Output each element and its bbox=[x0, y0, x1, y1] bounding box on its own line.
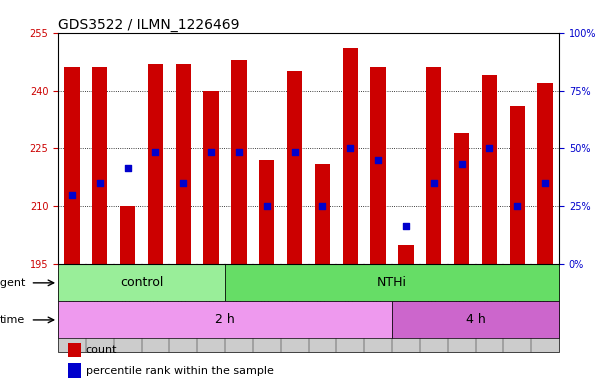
Bar bbox=[315, 164, 330, 264]
Text: 2 h: 2 h bbox=[215, 313, 235, 326]
Point bbox=[234, 149, 244, 156]
Bar bbox=[538, 83, 553, 264]
Point bbox=[485, 146, 494, 152]
Bar bbox=[225, 264, 559, 301]
Bar bbox=[148, 63, 163, 264]
Point bbox=[123, 165, 133, 171]
Point bbox=[345, 146, 355, 152]
Bar bbox=[343, 48, 358, 264]
Point bbox=[290, 149, 299, 156]
Text: time: time bbox=[0, 315, 26, 325]
Text: control: control bbox=[120, 276, 163, 290]
Bar bbox=[232, 60, 247, 264]
Bar bbox=[259, 160, 274, 264]
Point bbox=[262, 204, 272, 210]
Bar bbox=[68, 364, 81, 378]
Bar bbox=[175, 63, 191, 264]
Bar bbox=[482, 75, 497, 264]
Text: count: count bbox=[86, 345, 117, 355]
Point bbox=[513, 204, 522, 210]
Bar bbox=[58, 264, 559, 353]
Text: 4 h: 4 h bbox=[466, 313, 485, 326]
Bar bbox=[92, 68, 108, 264]
Bar bbox=[392, 301, 559, 338]
Point bbox=[429, 180, 439, 186]
Bar bbox=[58, 264, 225, 301]
Point bbox=[401, 223, 411, 229]
Bar bbox=[120, 207, 135, 264]
Point bbox=[67, 192, 77, 198]
Bar bbox=[58, 301, 392, 338]
Bar bbox=[398, 245, 414, 264]
Point bbox=[95, 180, 104, 186]
Point bbox=[207, 149, 216, 156]
Text: percentile rank within the sample: percentile rank within the sample bbox=[86, 366, 274, 376]
Point bbox=[373, 157, 383, 163]
Bar bbox=[370, 68, 386, 264]
Point bbox=[457, 161, 467, 167]
Point bbox=[178, 180, 188, 186]
Bar bbox=[68, 343, 81, 357]
Text: agent: agent bbox=[0, 278, 26, 288]
Bar bbox=[64, 68, 79, 264]
Bar bbox=[510, 106, 525, 264]
Bar bbox=[287, 71, 302, 264]
Bar bbox=[426, 68, 442, 264]
Bar bbox=[203, 91, 219, 264]
Bar bbox=[454, 133, 469, 264]
Point bbox=[150, 149, 160, 156]
Text: NTHi: NTHi bbox=[377, 276, 407, 290]
Point bbox=[540, 180, 550, 186]
Text: GDS3522 / ILMN_1226469: GDS3522 / ILMN_1226469 bbox=[58, 18, 240, 31]
Point bbox=[318, 204, 327, 210]
